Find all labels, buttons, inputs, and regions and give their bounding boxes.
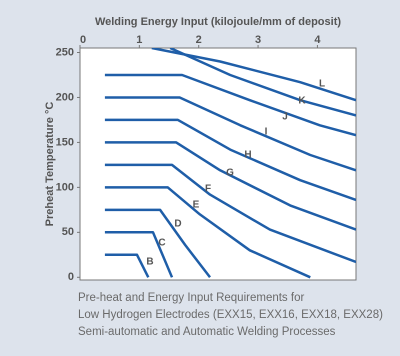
curve [104, 73, 356, 137]
curve [104, 118, 356, 202]
curve-label: B [146, 257, 153, 268]
curve [104, 96, 356, 172]
x-tick-label: 0 [80, 34, 86, 46]
curve-label: J [282, 112, 288, 123]
curve [104, 163, 356, 264]
y-axis-title: Preheat Temperature °C [44, 102, 56, 227]
curve-label: I [265, 127, 268, 138]
curve [151, 48, 356, 102]
x-tick-label: 4 [314, 34, 321, 46]
curve-label: H [244, 150, 251, 161]
curve-label: D [174, 219, 181, 230]
x-tick-label: 3 [255, 34, 261, 46]
curve [104, 141, 356, 231]
y-tick-label: 50 [62, 226, 74, 238]
curve-label: L [319, 79, 325, 90]
y-tick-label: 0 [68, 271, 74, 283]
curve [104, 231, 174, 278]
caption-line: Semi-automatic and Automatic Welding Pro… [78, 326, 336, 338]
curve-label: F [205, 184, 211, 195]
curve-label: G [226, 168, 234, 179]
curve [104, 208, 211, 279]
y-tick-label: 100 [56, 181, 74, 193]
y-tick-label: 150 [56, 136, 74, 148]
caption-line: Pre-heat and Energy Input Requirements f… [78, 292, 304, 304]
y-tick-label: 200 [56, 91, 74, 103]
curve-label: E [193, 200, 200, 211]
curve [104, 253, 150, 278]
curve [104, 186, 311, 279]
x-tick-label: 1 [136, 34, 142, 46]
curve [169, 48, 356, 117]
x-tick-label: 2 [196, 34, 202, 46]
curve-label: K [298, 96, 306, 107]
x-axis-title: Welding Energy Input (kilojoule/mm of de… [95, 16, 341, 28]
curve-label: C [158, 238, 165, 249]
y-tick-label: 250 [56, 46, 74, 58]
caption-line: Low Hydrogen Electrodes (EXX15, EXX16, E… [78, 309, 383, 321]
